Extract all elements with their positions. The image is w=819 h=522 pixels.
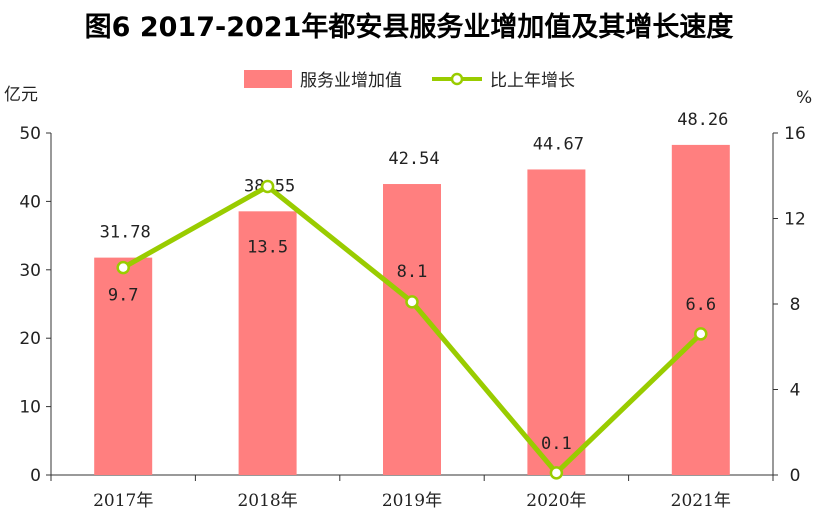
line-value-label: 6.6	[685, 295, 716, 315]
left-axis-tick-label: 10	[19, 398, 41, 418]
legend: 服务业增加值 比上年增长	[244, 70, 575, 91]
right-axis-tick-label: 4	[790, 381, 801, 401]
bar-value-label: 42.54	[388, 149, 439, 169]
left-axis-unit: 亿元	[4, 85, 38, 105]
left-axis-tick-label: 20	[19, 329, 41, 349]
chart-title: 图6 2017-2021年都安县服务业增加值及其增长速度	[85, 11, 734, 43]
legend-label-line: 比上年增长	[490, 71, 575, 91]
bar-value-label: 31.78	[100, 223, 151, 243]
line-point	[260, 179, 275, 194]
bar-value-label: 44.67	[533, 134, 584, 154]
bar	[671, 144, 730, 475]
line-data-labels: 9.7 13.5 8.1 0.1 6.6	[108, 237, 716, 453]
left-axis-tick-label: 30	[19, 261, 41, 281]
right-axis-tick-label: 8	[790, 295, 801, 315]
right-axis-unit: %	[796, 88, 812, 108]
left-axis-tick-label: 50	[19, 124, 41, 144]
bar-series	[94, 144, 730, 475]
bar	[527, 169, 586, 475]
line-point	[116, 260, 130, 275]
line-point	[549, 466, 564, 480]
legend-marker-line	[450, 72, 464, 86]
bar	[383, 184, 441, 475]
x-axis-tick-label: 2020年	[526, 491, 586, 511]
bar	[94, 257, 153, 475]
line-point	[405, 295, 419, 309]
x-axis-tick-label: 2017年	[93, 491, 153, 511]
right-axis-tick-label: 12	[784, 210, 806, 230]
left-axis-tick-label: 40	[19, 192, 41, 212]
right-axis-tick-label: 16	[784, 124, 806, 144]
line-series	[116, 179, 708, 480]
right-axis-tick-label: 0	[790, 466, 801, 486]
legend-swatch-bar	[244, 70, 292, 88]
line-value-label: 13.5	[247, 237, 288, 257]
legend-label-bar: 服务业增加值	[300, 71, 402, 91]
line-value-label: 9.7	[108, 286, 139, 306]
bar-value-label: 48.26	[677, 110, 728, 130]
bar	[238, 211, 297, 475]
line-point	[694, 327, 708, 341]
x-axis-tick-labels: 2017年 2018年 2019年 2020年 2021年	[93, 491, 731, 511]
x-axis-tick-label: 2018年	[237, 491, 297, 511]
x-axis-tick-label: 2021年	[671, 491, 731, 511]
line-value-label: 8.1	[397, 262, 428, 282]
axes: 0 10 20 30 40 50 0 4 8 12 16	[19, 124, 805, 486]
line-value-label: 0.1	[541, 434, 572, 454]
left-axis-tick-label: 0	[30, 466, 41, 486]
x-axis-tick-label: 2019年	[382, 491, 442, 511]
